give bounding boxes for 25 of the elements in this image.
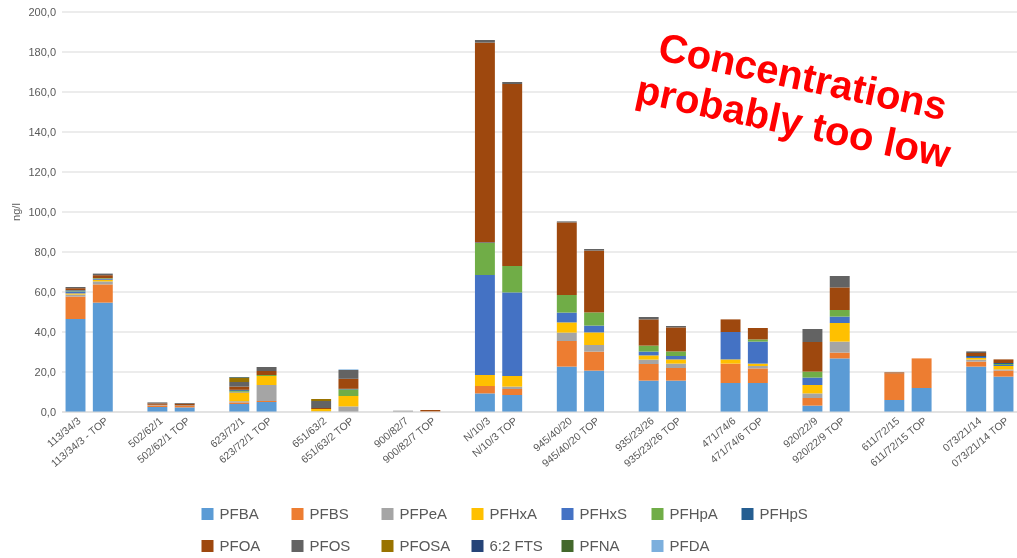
legend-label: PFBS — [309, 505, 349, 523]
legend-label: PFHxS — [579, 505, 628, 523]
y-tick-label: 100,0 — [28, 205, 56, 218]
y-tick-label: 60,0 — [34, 285, 56, 298]
legend-label: PFBA — [219, 505, 259, 523]
legend-label: PFOS — [309, 537, 351, 555]
y-tick-label: 20,0 — [34, 365, 56, 378]
legend-label: PFPeA — [399, 505, 448, 523]
legend-label: PFNA — [579, 537, 620, 555]
y-tick-label: 140,0 — [28, 125, 56, 138]
legend-label: PFHxA — [489, 505, 538, 523]
legend-label: PFDA — [669, 537, 710, 555]
legend-label: 6:2 FTS — [489, 537, 543, 555]
y-tick-label: 120,0 — [28, 165, 56, 178]
legend-label: PFOA — [219, 537, 261, 555]
y-tick-label: 180,0 — [28, 45, 56, 58]
y-tick-label: 200,0 — [28, 5, 56, 18]
legend-label: PFOSA — [399, 537, 451, 555]
y-tick-label: 0,0 — [40, 405, 56, 418]
y-tick-label: 40,0 — [34, 325, 56, 338]
legend-label: PFHpS — [759, 505, 808, 523]
y-axis-title: ng/l — [10, 203, 22, 221]
legend-label: PFHpA — [669, 505, 718, 523]
y-tick-label: 80,0 — [34, 245, 56, 258]
y-tick-label: 160,0 — [28, 85, 56, 98]
